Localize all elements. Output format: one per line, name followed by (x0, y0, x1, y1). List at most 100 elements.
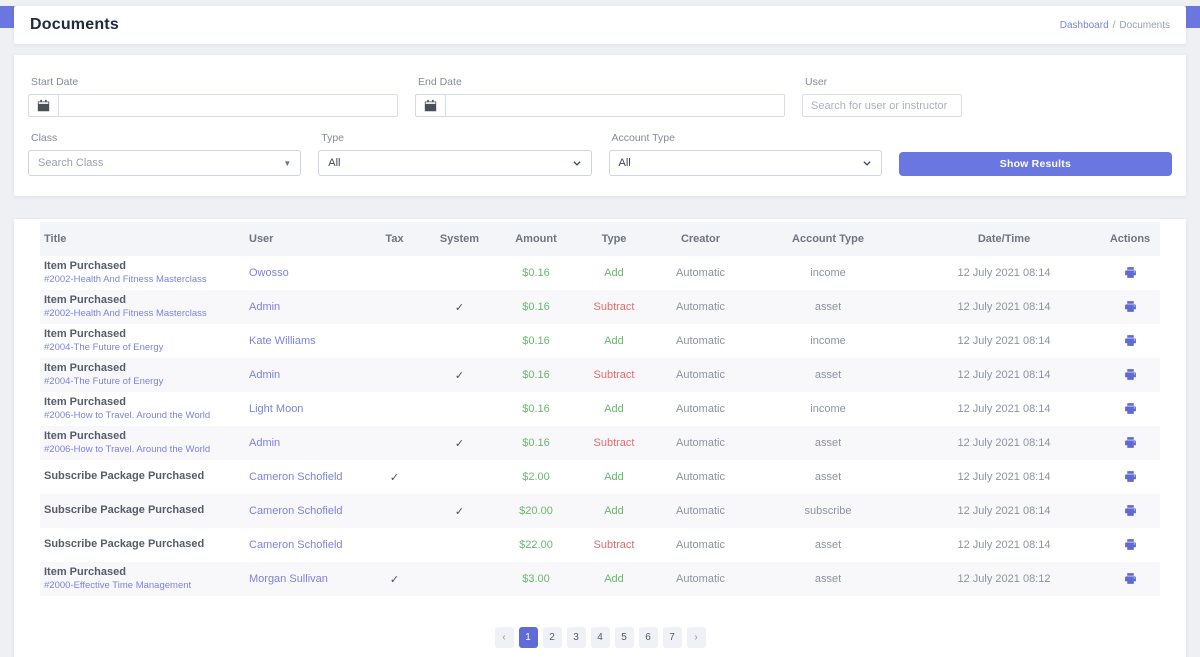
user-link[interactable]: Kate Williams (249, 335, 316, 347)
title-cell: Subscribe Package Purchased (40, 494, 245, 528)
amount-cell: $0.16 (497, 392, 575, 426)
actions-cell (1100, 392, 1160, 426)
column-header-user: User (245, 222, 367, 256)
row-title: Item Purchased (44, 361, 126, 374)
pagination-page-2[interactable]: 2 (542, 627, 562, 648)
breadcrumb-dashboard-link[interactable]: Dashboard (1059, 19, 1109, 31)
print-button[interactable] (1122, 502, 1139, 519)
row-title: Subscribe Package Purchased (44, 504, 205, 517)
user-link[interactable]: Morgan Sullivan (249, 573, 328, 585)
pagination-prev-button[interactable]: ‹ (494, 627, 514, 648)
account-type-label: Account Type (611, 132, 675, 144)
system-cell: ✓ (422, 494, 497, 528)
row-subtitle-link[interactable]: #2006-How to Travel. Around the World (44, 409, 211, 421)
row-title: Item Purchased (44, 293, 126, 306)
row-subtitle-link[interactable]: #2006-How to Travel. Around the World (44, 443, 211, 455)
print-icon (1124, 301, 1136, 312)
calendar-icon[interactable] (28, 94, 58, 117)
show-results-button[interactable]: Show Results (898, 152, 1172, 176)
pagination-page-7[interactable]: 7 (662, 627, 682, 648)
amount-cell: $22.00 (497, 528, 575, 562)
print-button[interactable] (1122, 434, 1139, 451)
print-button[interactable] (1122, 468, 1139, 485)
type-value: Subtract (593, 301, 635, 313)
print-icon (1124, 369, 1136, 380)
breadcrumb: Dashboard / Documents (1060, 20, 1170, 31)
print-button[interactable] (1122, 332, 1139, 349)
start-date-label: Start Date (31, 76, 79, 88)
amount-cell: $0.16 (497, 256, 575, 290)
actions-cell (1100, 256, 1160, 290)
row-subtitle-link[interactable]: #2002-Health And Fitness Masterclass (44, 273, 207, 285)
actions-cell (1100, 562, 1160, 596)
end-date-label: End Date (418, 76, 462, 88)
print-icon (1124, 403, 1136, 414)
column-header-title: Title (40, 222, 245, 256)
type-value: Add (604, 573, 624, 585)
user-link[interactable]: Admin (249, 369, 281, 381)
row-subtitle-link[interactable]: #2002-Health And Fitness Masterclass (44, 307, 207, 319)
print-button[interactable] (1122, 298, 1139, 315)
creator-cell: Automatic (676, 403, 725, 415)
print-button[interactable] (1122, 264, 1139, 281)
row-subtitle-link[interactable]: #2004-The Future of Energy (44, 341, 164, 353)
creator-cell: Automatic (676, 369, 725, 381)
datetime-cell: 12 July 2021 08:14 (957, 301, 1051, 313)
column-header-type: Type (575, 222, 653, 256)
class-select[interactable]: Search Class ▼ (28, 150, 302, 176)
row-title: Item Purchased (44, 395, 126, 408)
user-search-input[interactable] (802, 94, 962, 117)
calendar-icon[interactable] (415, 94, 445, 117)
class-select-placeholder: Search Class (38, 157, 104, 169)
row-subtitle-link[interactable]: #2000-Effective Time Management (44, 579, 192, 591)
pagination-next-button[interactable]: › (686, 627, 706, 648)
user-link[interactable]: Admin (249, 437, 281, 449)
account-type-select[interactable]: All (608, 150, 882, 176)
caret-down-icon: ▼ (283, 158, 292, 168)
user-link[interactable]: Cameron Schofield (249, 471, 343, 483)
user-link[interactable]: Admin (249, 301, 281, 313)
system-cell: ✓ (422, 358, 497, 392)
pagination-page-3[interactable]: 3 (566, 627, 586, 648)
print-button[interactable] (1122, 536, 1139, 553)
account-type-cell: asset (814, 471, 842, 483)
amount-cell: $0.16 (497, 290, 575, 324)
column-header-account-type: Account Type (748, 222, 908, 256)
actions-cell (1100, 290, 1160, 324)
end-date-input[interactable] (445, 94, 785, 117)
start-date-input[interactable] (58, 94, 398, 117)
user-link[interactable]: Cameron Schofield (249, 539, 343, 551)
pagination-page-6[interactable]: 6 (638, 627, 658, 648)
pagination-page-1[interactable]: 1 (518, 627, 538, 648)
amount-cell: $0.16 (497, 426, 575, 460)
check-icon: ✓ (454, 505, 465, 518)
print-button[interactable] (1122, 400, 1139, 417)
amount-value: $3.00 (522, 573, 550, 585)
pagination-page-5[interactable]: 5 (614, 627, 634, 648)
creator-cell: Automatic (676, 471, 725, 483)
column-header-actions: Actions (1100, 222, 1160, 256)
user-link[interactable]: Cameron Schofield (249, 505, 343, 517)
type-cell: Subtract (575, 426, 653, 460)
pagination: ‹ 1 2 3 4 5 6 7 › (40, 627, 1160, 648)
datetime-cell: 12 July 2021 08:14 (957, 267, 1051, 279)
type-cell: Subtract (575, 290, 653, 324)
table-row: Subscribe Package Purchased Cameron Schof… (40, 528, 1160, 562)
type-value: Add (604, 403, 624, 415)
breadcrumb-current: Documents (1119, 19, 1170, 31)
type-cell: Subtract (575, 528, 653, 562)
pagination-page-4[interactable]: 4 (590, 627, 610, 648)
type-cell: Add (575, 494, 653, 528)
type-label: Type (321, 132, 345, 144)
type-select[interactable]: All (318, 150, 592, 176)
user-link[interactable]: Light Moon (249, 403, 304, 415)
row-subtitle-link[interactable]: #2004-The Future of Energy (44, 375, 164, 387)
print-button[interactable] (1122, 570, 1139, 587)
type-value: Add (604, 471, 624, 483)
print-button[interactable] (1122, 366, 1139, 383)
datetime-cell: 12 July 2021 08:12 (957, 573, 1051, 585)
creator-cell: Automatic (676, 437, 725, 449)
amount-value: $20.00 (519, 505, 553, 517)
user-cell: Admin (245, 426, 367, 460)
user-link[interactable]: Owosso (249, 267, 289, 279)
